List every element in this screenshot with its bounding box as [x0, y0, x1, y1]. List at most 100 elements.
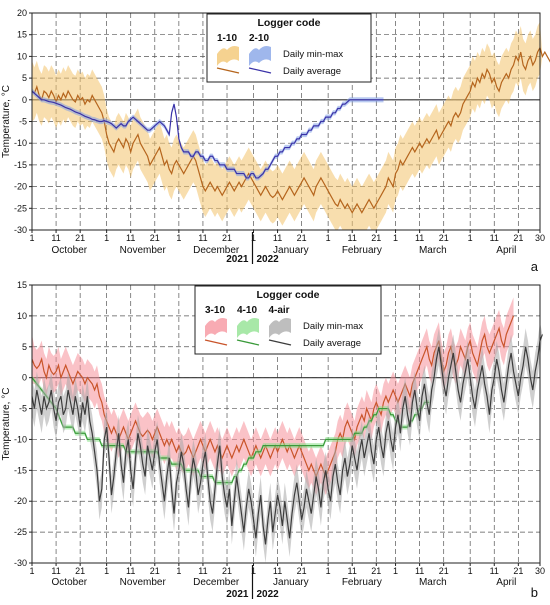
panel-label: a [531, 259, 539, 274]
x-tick-label: 1 [251, 566, 256, 576]
x-tick-label: 21 [75, 566, 85, 576]
y-tick-label: -25 [14, 527, 27, 537]
avg-line-1-10 [31, 46, 550, 214]
month-label: December [193, 245, 240, 256]
x-tick-label: 21 [222, 566, 232, 576]
legend-line-swatch [236, 339, 260, 346]
x-tick-label: 21 [371, 566, 381, 576]
x-tick-label: 1 [29, 566, 34, 576]
legend-band-swatch [249, 46, 271, 66]
legend-title: Logger code [256, 289, 319, 301]
band-3-10 [32, 297, 514, 496]
y-tick-label: -20 [14, 182, 27, 192]
x-tick-label: 11 [490, 566, 499, 576]
plot-frame-top [31, 12, 541, 231]
x-tick-label: 30 [535, 566, 545, 576]
x-tick-label: 11 [51, 566, 60, 576]
legend-line-swatch [204, 339, 228, 346]
legend-box [206, 13, 372, 83]
x-tick-label: 1 [468, 566, 473, 576]
x-tick-label: 1 [326, 566, 331, 576]
legend-line-swatch [216, 67, 240, 74]
x-tick-label: 1 [104, 566, 109, 576]
year-label: 2022 [256, 589, 279, 600]
x-tick-label: 21 [150, 233, 160, 243]
x-tick-label: 21 [513, 566, 523, 576]
y-tick-label: 10 [17, 51, 27, 61]
y-tick-label: 20 [17, 8, 27, 18]
month-label: January [273, 577, 309, 588]
x-tick-label: 11 [273, 233, 282, 243]
y-axis-label: Temperature, °C [1, 85, 12, 158]
year-label: 2022 [256, 254, 279, 265]
legend-band-swatch [269, 318, 291, 338]
legend-row-label: Daily min-max [283, 49, 343, 60]
panel-label: b [531, 585, 538, 600]
legend-code: 1-10 [217, 33, 237, 44]
year-label: 2021 [226, 254, 249, 265]
y-tick-label: -5 [19, 404, 27, 414]
avg-line-3-10 [31, 315, 515, 479]
x-tick-label: 11 [490, 233, 499, 243]
x-tick-label: 21 [513, 233, 523, 243]
legend-line-swatch [248, 67, 272, 74]
x-tick-label: 11 [348, 233, 357, 243]
legend-code: 3-10 [205, 305, 225, 316]
x-tick-label: 11 [273, 566, 282, 576]
x-tick-label: 1 [176, 233, 181, 243]
legend-band-swatch [205, 318, 227, 338]
y-tick-label: -10 [14, 434, 27, 444]
x-tick-label: 1 [104, 233, 109, 243]
y-tick-label: -15 [14, 465, 27, 475]
y-tick-label: 5 [22, 342, 27, 352]
legend-code: 4-10 [237, 305, 257, 316]
y-tick-label: -30 [14, 225, 27, 235]
month-label: April [496, 245, 516, 256]
y-tick-label: 5 [22, 73, 27, 83]
x-tick-label: 11 [415, 233, 424, 243]
month-label: October [52, 577, 88, 588]
x-tick-label: 21 [439, 566, 449, 576]
x-tick-label: 21 [297, 233, 307, 243]
x-tick-label: 11 [126, 566, 135, 576]
month-label: November [120, 245, 167, 256]
y-tick-label: -10 [14, 138, 27, 148]
y-tick-label: 15 [17, 280, 27, 290]
x-tick-label: 1 [251, 233, 256, 243]
month-label: March [419, 245, 447, 256]
x-tick-label: 21 [371, 233, 381, 243]
x-tick-label: 1 [393, 233, 398, 243]
year-label: 2021 [226, 589, 249, 600]
legend-band-swatch [217, 46, 239, 66]
y-tick-label: -30 [14, 558, 27, 568]
y-tick-label: -20 [14, 496, 27, 506]
y-tick-label: 0 [22, 373, 27, 383]
band-2-10 [32, 88, 384, 181]
x-tick-label: 11 [415, 566, 424, 576]
x-tick-label: 11 [348, 566, 357, 576]
legend: Logger code 3-10 4-10 4-air Daily min-max Dai… [194, 285, 382, 355]
band-1-10 [32, 21, 550, 230]
x-tick-label: 21 [297, 566, 307, 576]
x-tick-label: 30 [535, 233, 545, 243]
legend-band-swatch [237, 318, 259, 338]
y-tick-label: 10 [17, 311, 27, 321]
month-label: February [342, 577, 382, 588]
avg-line-2-10 [31, 90, 384, 179]
x-tick-label: 1 [176, 566, 181, 576]
x-tick-label: 11 [51, 233, 60, 243]
legend-row-label: Daily average [303, 338, 361, 349]
band-4-air [32, 322, 543, 563]
avg-line-4-air [31, 334, 543, 545]
legend-line-swatch [268, 339, 292, 346]
y-tick-label: 0 [22, 95, 27, 105]
x-tick-label: 1 [326, 233, 331, 243]
y-tick-label: -25 [14, 203, 27, 213]
y-tick-label: -5 [19, 117, 27, 127]
x-tick-label: 21 [150, 566, 160, 576]
y-tick-label: 15 [17, 30, 27, 40]
x-tick-label: 1 [393, 566, 398, 576]
